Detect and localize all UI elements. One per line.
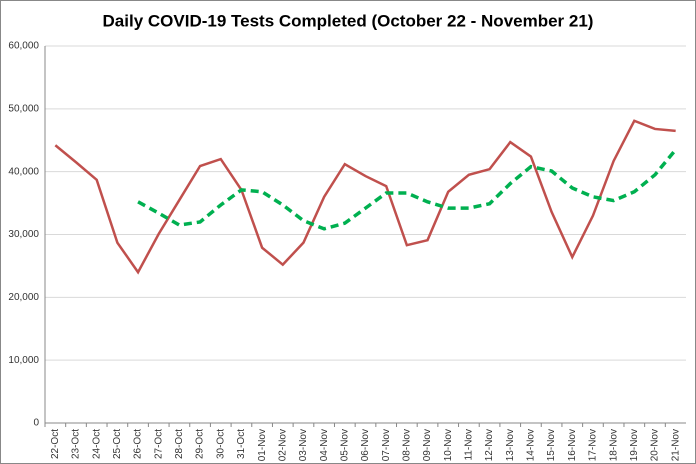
series-line bbox=[54, 119, 676, 275]
x-tick-label: 31-Oct bbox=[236, 429, 247, 459]
x-tick-label: 12-Nov bbox=[484, 429, 495, 461]
y-tick-label: 30,000 bbox=[8, 229, 39, 240]
x-tick-label: 22-Oct bbox=[50, 429, 61, 459]
x-tick-label: 28-Oct bbox=[174, 429, 185, 459]
x-tick-label: 05-Nov bbox=[339, 429, 350, 461]
x-tick-label: 26-Oct bbox=[133, 429, 144, 459]
x-tick-label: 13-Nov bbox=[505, 429, 516, 461]
y-tick-label: 50,000 bbox=[8, 103, 39, 114]
y-tick-label: 60,000 bbox=[8, 41, 39, 52]
x-tick-label: 01-Nov bbox=[257, 429, 268, 461]
x-tick-label: 16-Nov bbox=[567, 429, 578, 461]
series-line bbox=[137, 148, 678, 231]
x-tick-label: 07-Nov bbox=[381, 429, 392, 461]
x-tick-label: 03-Nov bbox=[298, 429, 309, 461]
x-tick-label: 25-Oct bbox=[112, 429, 123, 459]
x-tick-label: 04-Nov bbox=[319, 429, 330, 461]
x-tick-label: 10-Nov bbox=[443, 429, 454, 461]
x-tick-label: 15-Nov bbox=[546, 429, 557, 461]
x-tick-label: 19-Nov bbox=[629, 429, 640, 461]
x-tick-label: 20-Nov bbox=[650, 429, 661, 461]
x-tick-label: 06-Nov bbox=[360, 429, 371, 461]
chart-title: Daily COVID-19 Tests Completed (October … bbox=[103, 11, 594, 30]
y-tick-label: 0 bbox=[33, 418, 39, 429]
x-tick-label: 17-Nov bbox=[588, 429, 599, 461]
x-tick-label: 09-Nov bbox=[422, 429, 433, 461]
y-tick-label: 10,000 bbox=[8, 355, 39, 366]
y-tick-label: 20,000 bbox=[8, 292, 39, 303]
x-tick-label: 21-Nov bbox=[670, 429, 681, 461]
x-tick-label: 23-Oct bbox=[71, 429, 82, 459]
x-tick-label: 08-Nov bbox=[401, 429, 412, 461]
x-tick-label: 30-Oct bbox=[215, 429, 226, 459]
x-tick-label: 11-Nov bbox=[464, 429, 475, 461]
x-tick-label: 18-Nov bbox=[608, 429, 619, 461]
x-tick-label: 24-Oct bbox=[91, 429, 102, 459]
x-tick-label: 29-Oct bbox=[195, 429, 206, 459]
y-tick-label: 40,000 bbox=[8, 166, 39, 177]
x-tick-label: 27-Oct bbox=[153, 429, 164, 459]
x-tick-label: 14-Nov bbox=[526, 429, 537, 461]
x-tick-label: 02-Nov bbox=[277, 429, 288, 461]
